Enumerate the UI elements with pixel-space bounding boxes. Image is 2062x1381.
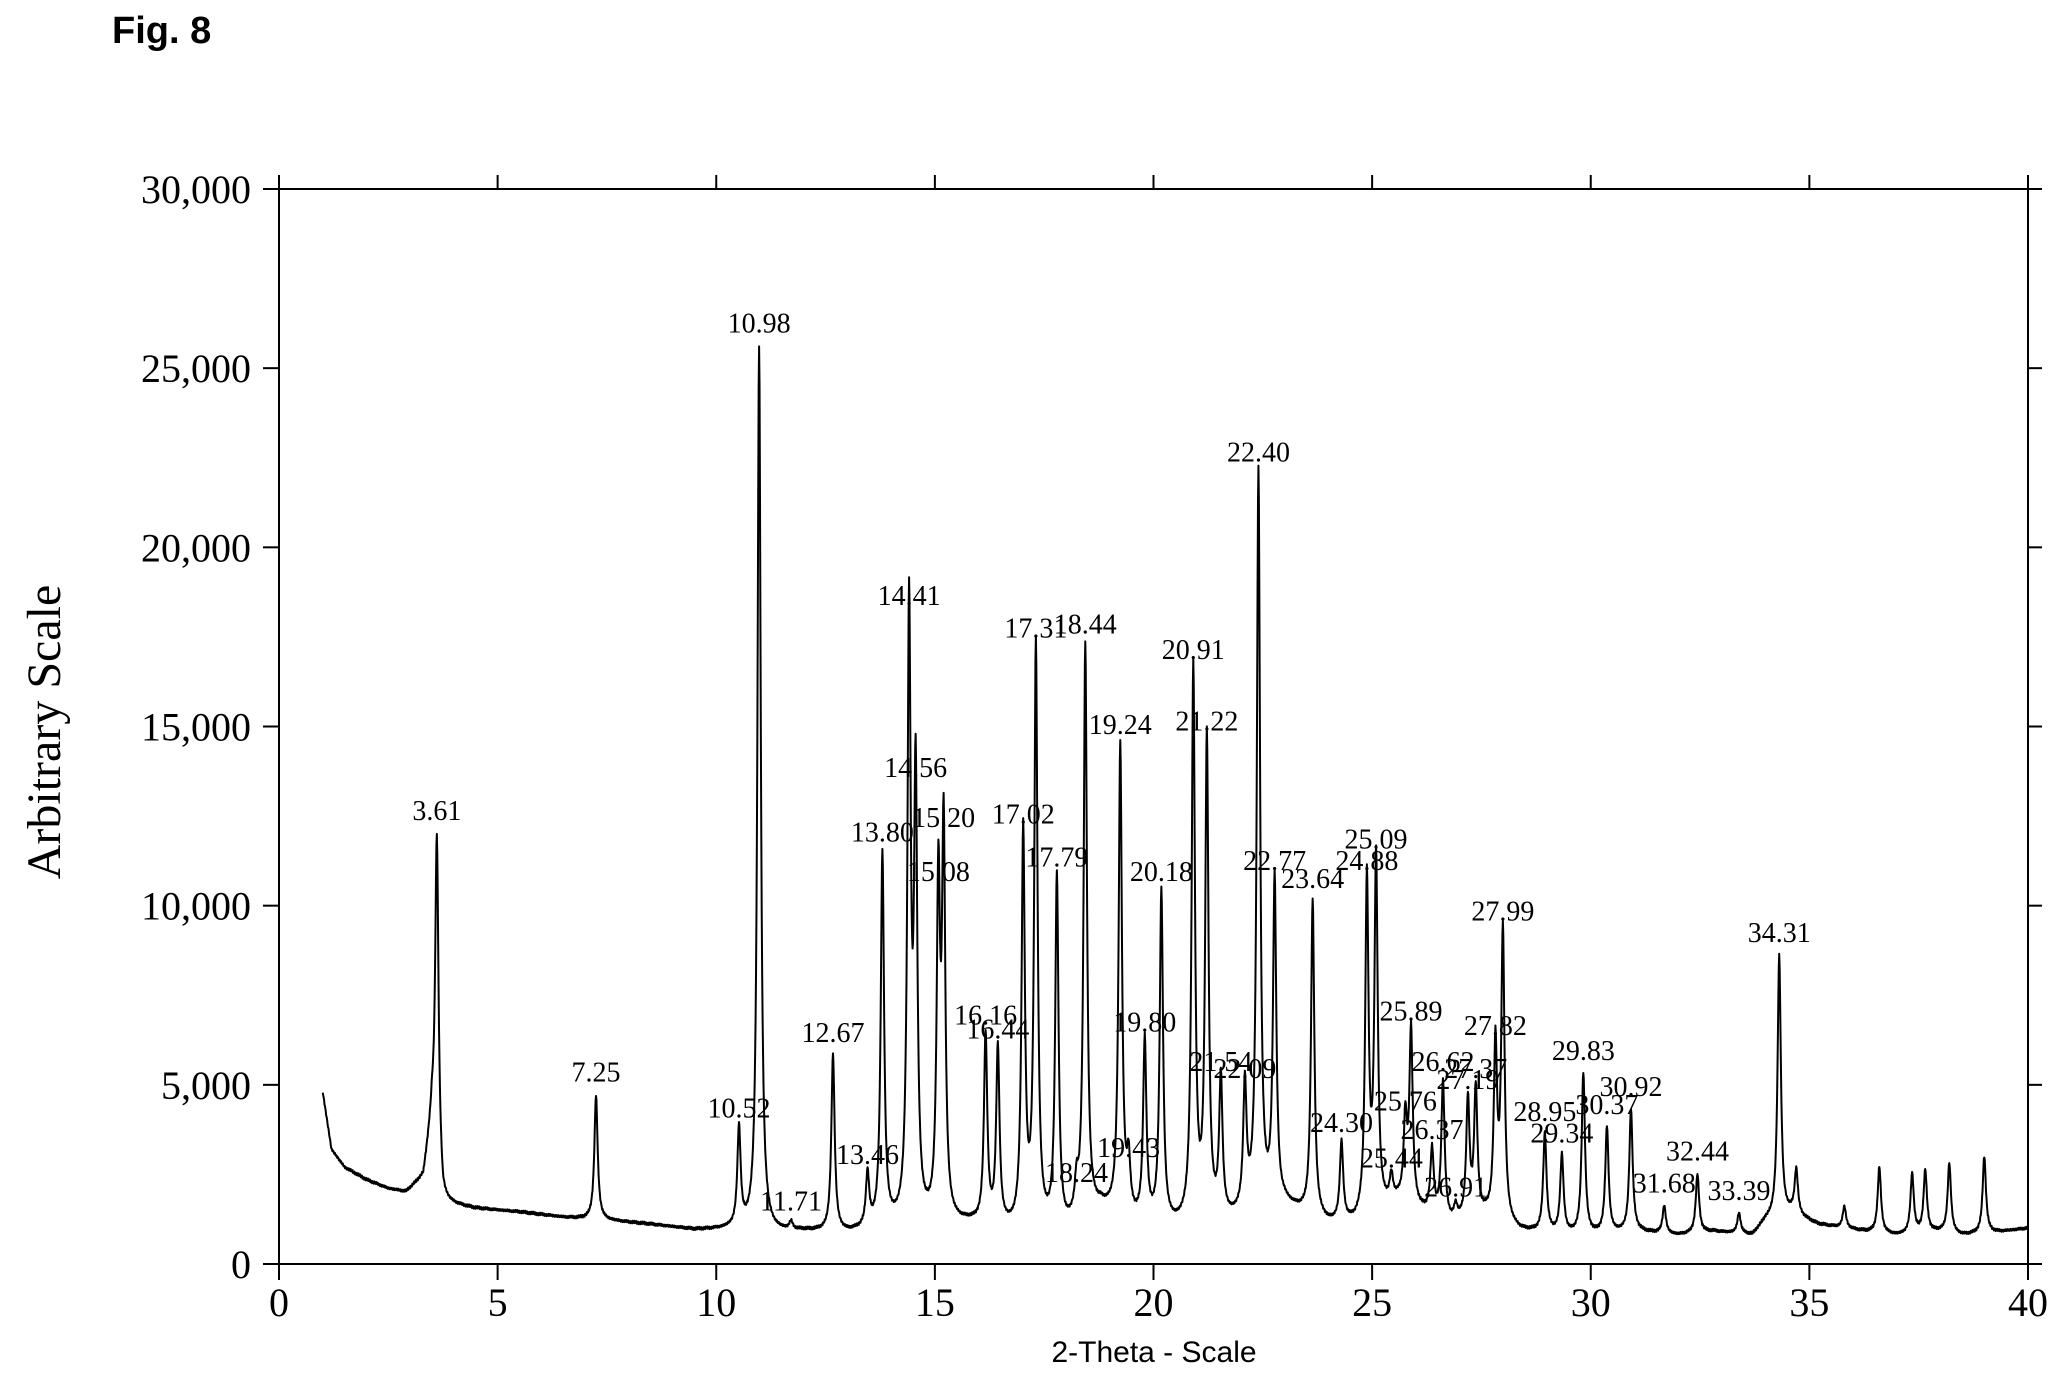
peak-label: 12.67: [801, 1018, 864, 1049]
y-tick-label: 20,000: [141, 525, 251, 570]
peak-label: 7.25: [572, 1058, 621, 1089]
peak-label: 15.08: [907, 857, 970, 888]
peak-label: 34.31: [1748, 918, 1811, 949]
y-tick-label: 30,000: [141, 167, 251, 212]
peak-label: 19.24: [1089, 710, 1152, 741]
peak-label: 17.31: [1004, 613, 1067, 644]
peak-label: 25.44: [1360, 1144, 1423, 1175]
peak-label: 26.62: [1411, 1047, 1474, 1078]
peak-label: 29.83: [1552, 1036, 1615, 1067]
peak-label: 13.80: [851, 818, 914, 849]
peak-label: 25.76: [1374, 1086, 1437, 1117]
x-axis-title: 2-Theta - Scale: [1051, 1336, 1256, 1369]
x-tick-label: 35: [1789, 1280, 1829, 1325]
peak-label: 25.09: [1345, 825, 1408, 856]
peak-label: 30.37: [1575, 1090, 1638, 1121]
peak-label: 21.22: [1175, 706, 1238, 737]
peak-label: 16.16: [954, 1000, 1017, 1031]
y-tick-label: 5,000: [161, 1063, 251, 1108]
peak-label: 27.82: [1464, 1011, 1527, 1042]
peak-label: 23.64: [1281, 864, 1344, 895]
peak-label: 21.54: [1189, 1047, 1252, 1078]
peak-label: 10.52: [707, 1093, 770, 1124]
peak-label: 27.19: [1436, 1065, 1499, 1096]
peak-label: 15.20: [912, 803, 975, 834]
peak-label: 29.34: [1530, 1119, 1593, 1150]
peak-label: 17.02: [992, 800, 1055, 831]
peak-label: 20.91: [1162, 635, 1225, 666]
peak-labels: 3.61 7.25 10.52 10.98 11.71 12.67 13.46 13.80 14…: [412, 309, 1810, 1218]
peak-label: 19.80: [1113, 1007, 1176, 1038]
peak-label: 30.92: [1599, 1072, 1662, 1103]
y-tick-label: 15,000: [141, 705, 251, 750]
peak-label: 22.40: [1227, 438, 1290, 469]
peak-label: 22.09: [1213, 1054, 1276, 1085]
peak-label: 26.91: [1424, 1172, 1487, 1203]
peak-label: 13.46: [836, 1140, 899, 1171]
y-tick-label: 25,000: [141, 346, 251, 391]
y-axis: 0 5,000 10,000 15,000 20,000 25,000 30,000: [141, 167, 2042, 1287]
peak-label: 14.56: [884, 753, 947, 784]
x-tick-label: 5: [488, 1280, 508, 1325]
y-axis-title: Arbitrary Scale: [18, 585, 71, 880]
x-tick-label: 30: [1571, 1280, 1611, 1325]
peak-label: 3.61: [412, 796, 461, 827]
figure-label: Fig. 8: [112, 10, 212, 52]
peak-label: 16.44: [966, 1015, 1029, 1046]
peak-label: 20.18: [1130, 857, 1193, 888]
peak-label: 11.71: [760, 1187, 822, 1218]
y-tick-label: 10,000: [141, 884, 251, 929]
plot-frame: [278, 188, 2029, 1265]
x-tick-label: 0: [269, 1280, 289, 1325]
y-tick-label: 0: [231, 1242, 251, 1287]
peak-label: 10.98: [728, 309, 791, 340]
x-tick-label: 25: [1352, 1280, 1392, 1325]
x-tick-label: 40: [2008, 1280, 2048, 1325]
peak-label: 24.88: [1335, 846, 1398, 877]
x-tick-label: 10: [696, 1280, 736, 1325]
diffraction-pattern: [321, 345, 2029, 1236]
x-tick-label: 15: [915, 1280, 955, 1325]
peak-label: 28.95: [1513, 1097, 1576, 1128]
plot-border: [278, 188, 2029, 1265]
x-axis: 0 5 10 15 20 25 30 35 40: [269, 175, 2048, 1325]
x-tick-label: 20: [1134, 1280, 1174, 1325]
peak-label: 24.30: [1310, 1108, 1373, 1139]
peak-label: 19.43: [1097, 1133, 1160, 1164]
peak-label: 26.37: [1401, 1115, 1464, 1146]
peak-label: 31.68: [1633, 1169, 1696, 1200]
peak-label: 27.37: [1444, 1054, 1507, 1085]
peak-label: 18.24: [1045, 1158, 1108, 1189]
peak-label: 33.39: [1707, 1176, 1770, 1207]
peak-label: 25.89: [1380, 997, 1443, 1028]
peak-label: 17.79: [1025, 843, 1088, 874]
peak-label: 14.41: [878, 581, 941, 612]
peak-label: 22.77: [1243, 846, 1306, 877]
pattern-line: [321, 345, 2029, 1236]
peak-label: 18.44: [1054, 610, 1117, 641]
peak-label: 27.99: [1471, 896, 1534, 927]
peak-label: 32.44: [1666, 1136, 1729, 1167]
